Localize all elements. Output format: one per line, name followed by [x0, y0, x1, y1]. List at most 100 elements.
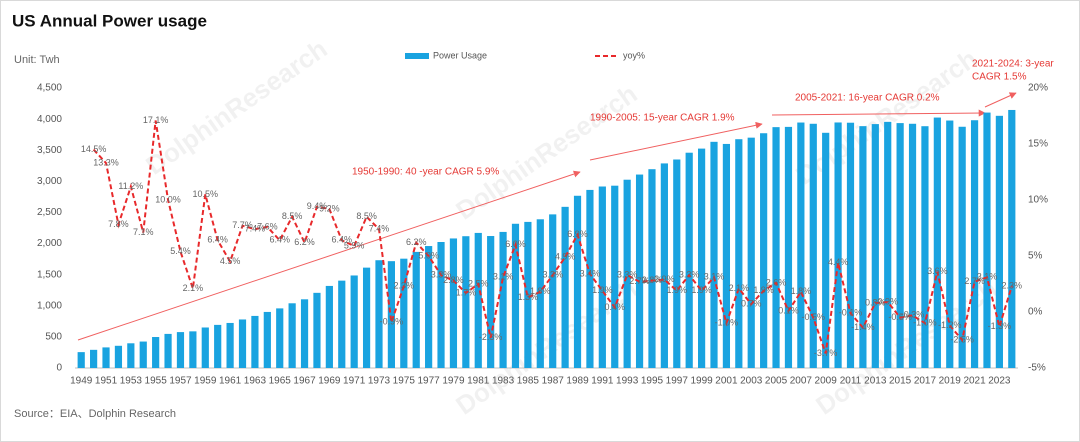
x-tick-label: 1991: [591, 376, 614, 387]
bar: [152, 337, 160, 368]
bar: [139, 341, 147, 368]
data-label: -1.4%: [851, 322, 875, 332]
x-tick-label: 1955: [145, 376, 168, 387]
bar: [648, 169, 656, 368]
data-label: -0.9%: [380, 316, 404, 326]
data-label: 0.7%: [741, 299, 762, 309]
bar: [350, 275, 358, 368]
bar: [598, 186, 606, 368]
x-tick-label: 2021: [963, 376, 986, 387]
x-tick-label: 1963: [244, 376, 267, 387]
x-tick-label: 1985: [517, 376, 540, 387]
bar: [511, 223, 520, 368]
data-label: 17.1%: [143, 115, 169, 125]
y-tick-label: 3,000: [37, 176, 62, 187]
data-label: 2.7%: [964, 276, 985, 286]
bar: [573, 195, 582, 368]
x-tick-label: 1983: [492, 376, 515, 387]
y-tick-label: 4,500: [37, 83, 62, 94]
bar: [698, 148, 706, 368]
bar: [871, 124, 879, 368]
data-label: 3.4%: [580, 268, 601, 278]
data-label: 11.2%: [118, 181, 143, 191]
bar: [462, 236, 470, 368]
bar: [635, 174, 644, 368]
y-tick-label: 500: [45, 332, 62, 343]
data-label: 6.0%: [505, 239, 526, 249]
data-label: 2.1%: [729, 283, 750, 293]
data-label: 1.9%: [667, 285, 688, 295]
bar: [685, 152, 693, 368]
data-label: 1.8%: [530, 286, 551, 296]
bar: [586, 189, 594, 368]
x-tick-label: 1959: [194, 376, 217, 387]
annotation: 2021-2024: 3-year: [972, 59, 1054, 70]
data-label: 14.5%: [81, 144, 107, 154]
data-label: 0.8%: [865, 297, 886, 307]
data-label: 1.8%: [791, 286, 812, 296]
data-label: -3.7%: [814, 348, 838, 358]
data-label: 7.7%: [232, 220, 253, 230]
data-label: -0.5%: [888, 312, 912, 322]
x-tick-label: 1979: [442, 376, 465, 387]
data-label: 8.5%: [282, 211, 303, 221]
bar: [499, 231, 507, 368]
data-label: 2.7%: [629, 276, 650, 286]
data-label: 1.9%: [753, 285, 774, 295]
x-tick-label: 1949: [70, 376, 93, 387]
data-label: 0.4%: [604, 302, 625, 312]
y-tick-label: 2,000: [37, 238, 62, 249]
data-label: 5.4%: [170, 246, 191, 256]
bar: [884, 121, 892, 368]
data-label: 7.1%: [133, 227, 154, 237]
data-label: -0.1%: [839, 307, 863, 317]
x-tick-label: 1973: [368, 376, 391, 387]
data-label: 2.3%: [1002, 281, 1023, 291]
bar: [375, 260, 383, 368]
x-tick-label: 1999: [690, 376, 713, 387]
x-tick-label: 2017: [914, 376, 937, 387]
bar: [611, 185, 619, 368]
data-label: 2.5%: [468, 278, 489, 288]
bar: [102, 347, 110, 368]
bar: [1008, 109, 1016, 368]
data-label: 6.4%: [269, 235, 290, 245]
x-tick-label: 2019: [939, 376, 962, 387]
data-label: -0.5%: [802, 312, 826, 322]
x-tick-label: 1993: [616, 376, 639, 387]
bar: [946, 120, 954, 368]
annotation: 2005-2021: 16-year CAGR 0.2%: [795, 93, 940, 104]
trend-arrow: [77, 170, 581, 341]
bar: [660, 163, 668, 368]
bar: [300, 299, 309, 368]
x-tick-label: 1987: [542, 376, 565, 387]
y2-tick-label: 10%: [1028, 195, 1048, 206]
data-label: 3.1%: [704, 272, 725, 282]
data-label: 2.9%: [654, 274, 675, 284]
data-label: 2.8%: [642, 275, 663, 285]
bar: [995, 115, 1003, 369]
data-label: 6.2%: [406, 237, 427, 247]
data-label: 4.4%: [828, 257, 849, 267]
bar: [549, 214, 557, 368]
bar: [313, 292, 321, 368]
bar: [859, 126, 867, 369]
data-label: 2.6%: [766, 277, 787, 287]
trend-arrow: [771, 109, 986, 117]
data-label: 7.4%: [245, 223, 266, 233]
x-tick-label: 2015: [889, 376, 912, 387]
data-label: 2.1%: [183, 283, 204, 293]
bar: [437, 242, 445, 368]
bar: [536, 219, 544, 368]
bar: [164, 333, 172, 368]
bar: [387, 261, 395, 368]
bar: [474, 232, 482, 368]
bar: [983, 112, 991, 368]
bar: [487, 236, 495, 368]
bar: [846, 122, 855, 368]
data-label: 5.9%: [344, 240, 365, 250]
bar: [77, 352, 85, 368]
data-label: 3.3%: [542, 269, 563, 279]
bar: [760, 133, 768, 368]
data-label: 5.0%: [418, 250, 439, 260]
